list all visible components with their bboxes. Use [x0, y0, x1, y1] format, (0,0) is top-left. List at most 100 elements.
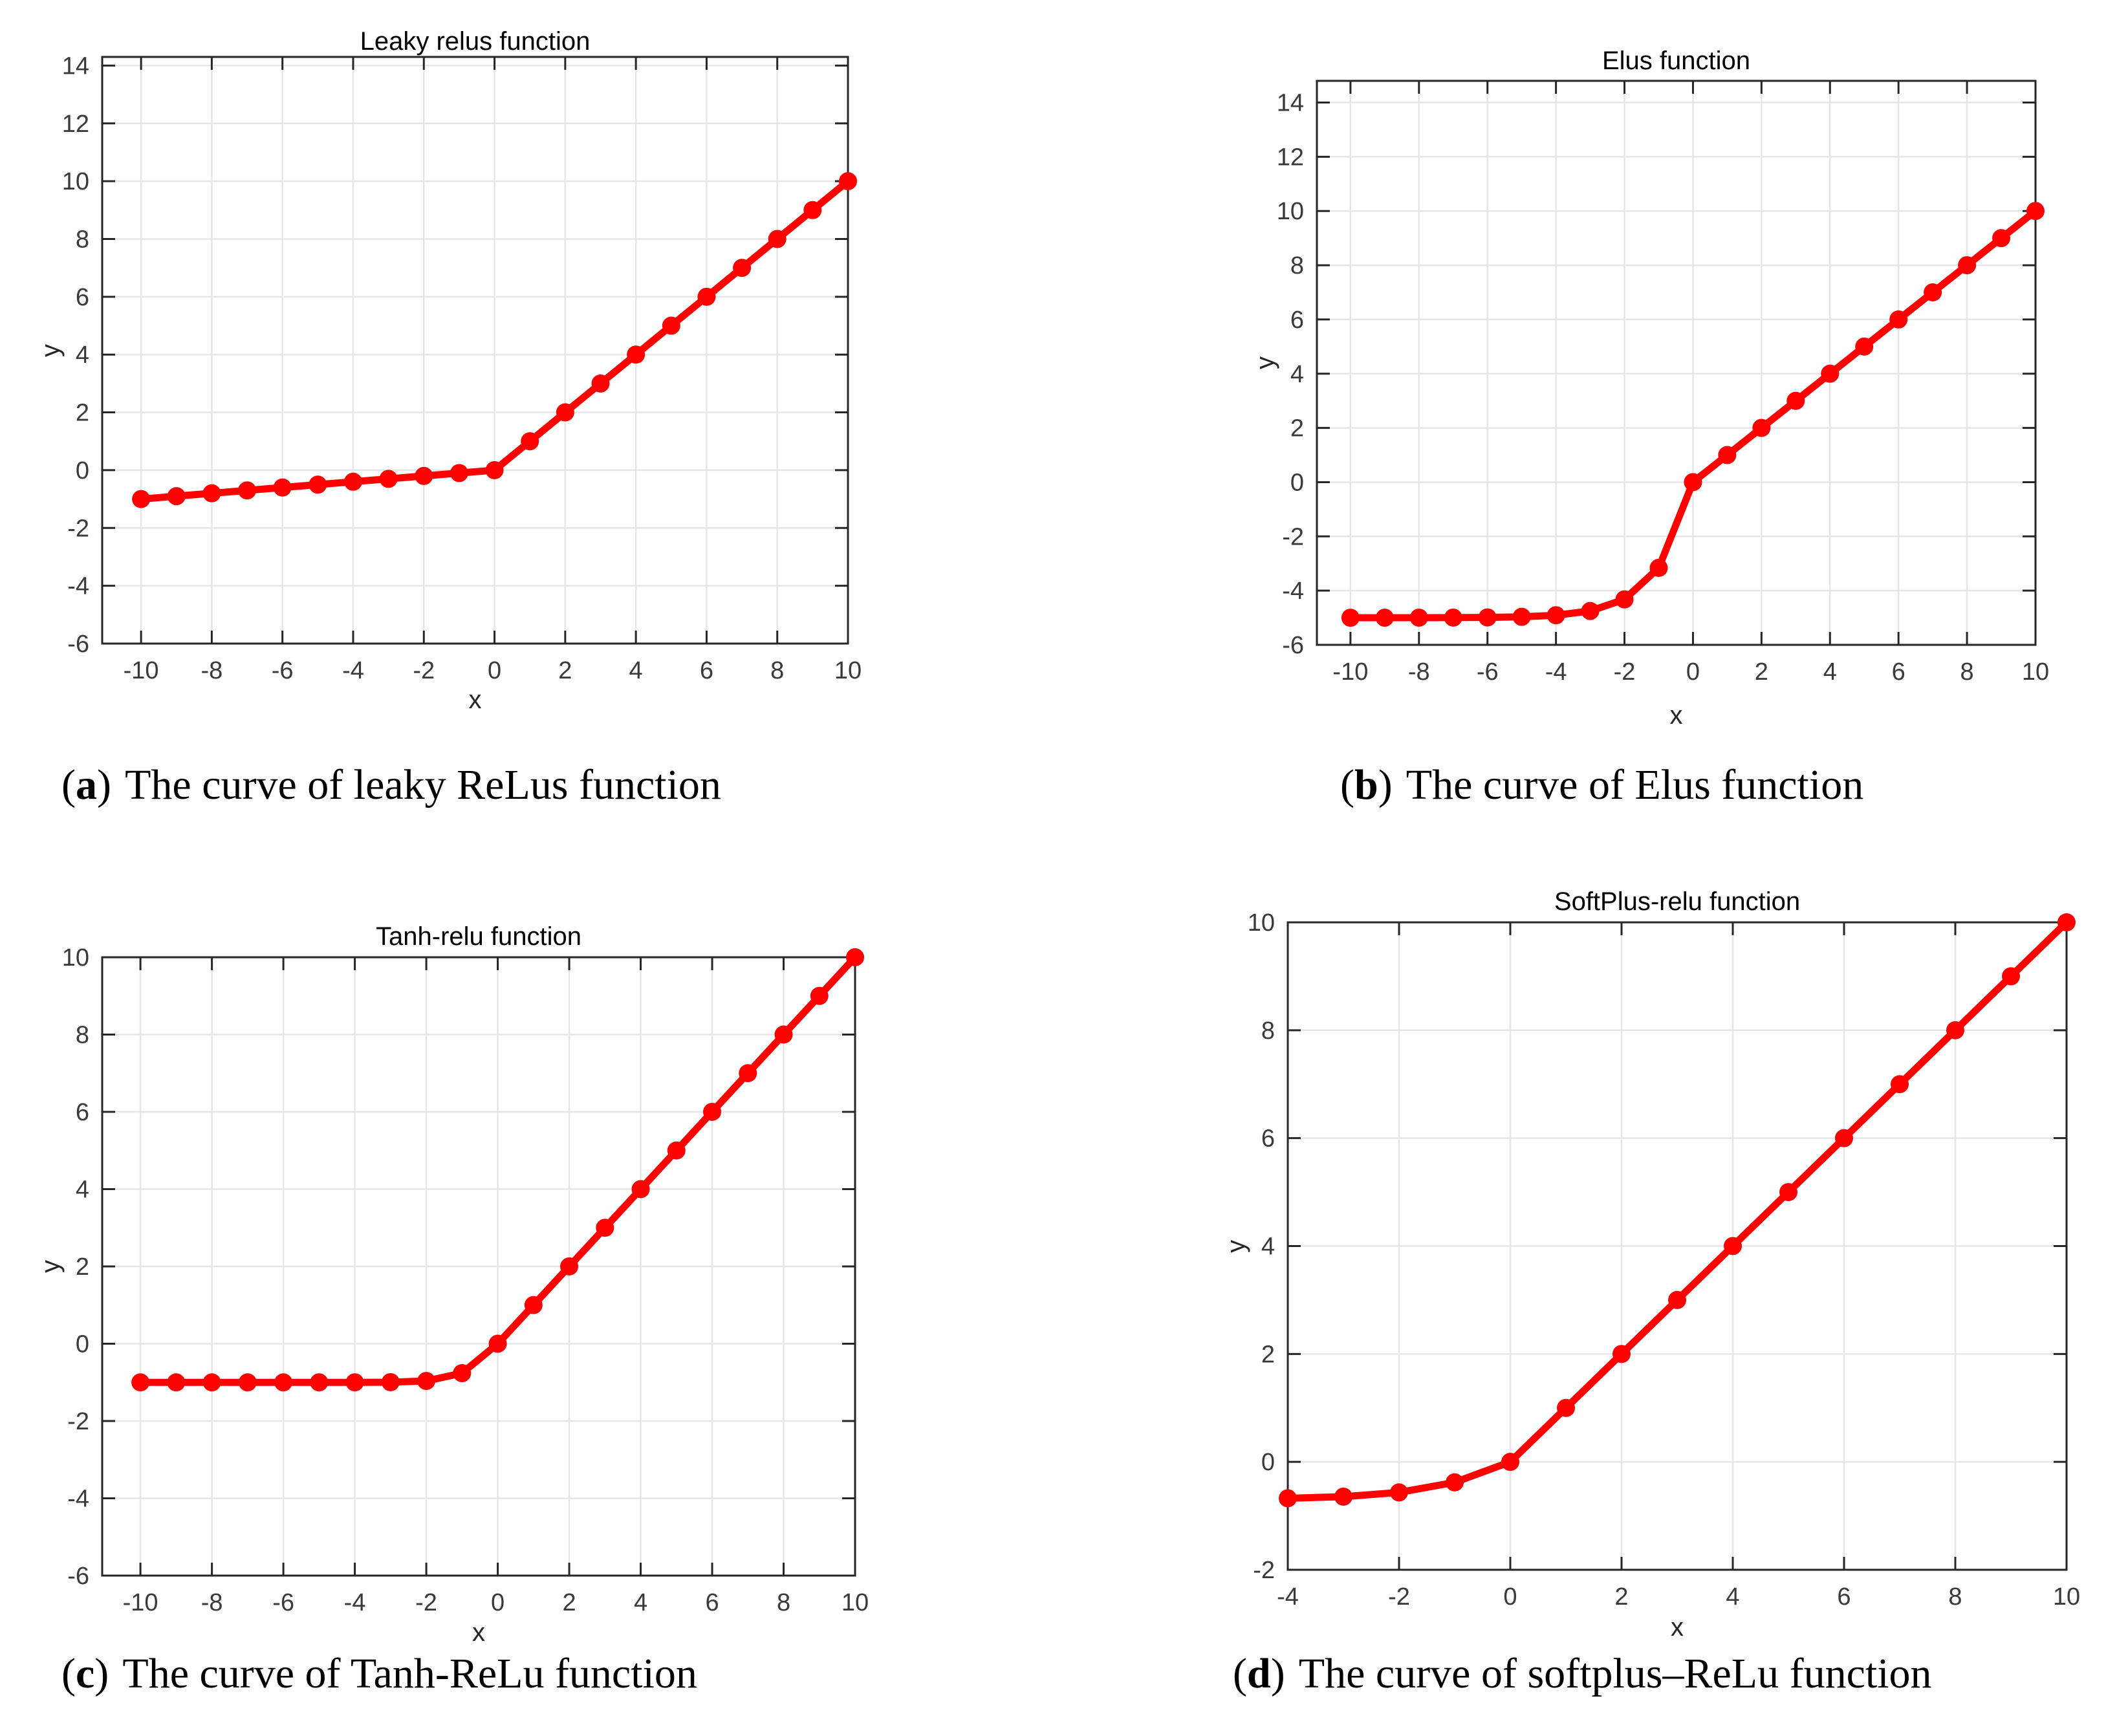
data-point-marker: [488, 1334, 507, 1353]
data-point-marker: [667, 1141, 686, 1160]
data-point-marker: [2026, 202, 2045, 221]
data-point-marker: [1718, 446, 1737, 464]
data-point-marker: [381, 1373, 400, 1391]
x-tick-label: 8: [770, 657, 784, 684]
data-point-marker: [1581, 602, 1600, 620]
x-tick-label: 0: [491, 1589, 505, 1616]
caption-d: (d) The curve of softplus–ReLu function: [1233, 1650, 1932, 1697]
y-tick-label: 14: [1277, 90, 1304, 117]
x-tick-label: 8: [777, 1589, 790, 1616]
x-tick-label: 4: [634, 1589, 647, 1616]
data-point-marker: [1855, 337, 1874, 356]
x-tick-label: 6: [705, 1589, 719, 1616]
caption-a: (a) The curve of leaky ReLus function: [61, 761, 721, 808]
chart-elus-xaxis-label: x: [1669, 701, 1683, 730]
x-tick-label: 2: [558, 657, 572, 684]
y-tick-label: 10: [62, 944, 89, 971]
y-tick-label: 8: [76, 1022, 89, 1049]
caption-d-letter: d: [1246, 1650, 1271, 1697]
data-point-marker: [415, 466, 433, 485]
x-tick-label: 2: [562, 1589, 576, 1616]
chart-softplus-relu-title: SoftPlus-relu function: [1554, 887, 1801, 916]
y-tick-label: 4: [1261, 1233, 1275, 1261]
data-point-marker: [417, 1372, 436, 1391]
data-point-marker: [450, 464, 468, 483]
data-point-marker: [1835, 1129, 1853, 1147]
chart-tanh-relu-xaxis-label: x: [472, 1618, 485, 1647]
x-tick-label: 10: [2053, 1583, 2080, 1611]
x-tick-label: 0: [1503, 1583, 1517, 1611]
data-point-marker: [1557, 1398, 1575, 1417]
data-point-marker: [1786, 391, 1805, 410]
chart-leaky-relus-series: [132, 172, 857, 508]
x-tick-label: 8: [1948, 1583, 1962, 1611]
data-point-marker: [1444, 608, 1462, 627]
y-tick-label: -2: [1253, 1557, 1275, 1584]
data-point-marker: [343, 472, 362, 491]
data-point-marker: [1992, 229, 2011, 248]
y-tick-label: 4: [76, 1177, 89, 1204]
y-tick-label: 0: [1261, 1449, 1275, 1476]
x-tick-label: 2: [1755, 658, 1768, 686]
y-tick-label: -2: [1282, 523, 1304, 550]
x-tick-label: -2: [1388, 1583, 1410, 1611]
data-point-marker: [627, 345, 646, 364]
y-tick-label: 10: [62, 168, 89, 195]
data-point-marker: [1821, 364, 1840, 383]
x-tick-label: 2: [1614, 1583, 1628, 1611]
x-tick-label: 4: [629, 657, 643, 684]
data-point-marker: [238, 481, 257, 500]
x-tick-label: -10: [1332, 658, 1368, 686]
x-tick-label: 0: [488, 657, 501, 684]
x-tick-label: -6: [1477, 658, 1499, 686]
caption-c: (c) The curve of Tanh-ReLu function: [61, 1650, 697, 1697]
data-point-marker: [202, 1373, 221, 1392]
caption-c-text: The curve of Tanh-ReLu function: [122, 1650, 697, 1697]
x-tick-label: 10: [841, 1589, 869, 1616]
data-point-marker: [1649, 558, 1668, 577]
data-point-marker: [1512, 607, 1531, 626]
x-tick-label: 4: [1823, 658, 1837, 686]
data-point-marker: [1615, 590, 1634, 609]
x-tick-label: -4: [1545, 658, 1567, 686]
x-tick-label: -4: [1277, 1583, 1299, 1611]
caption-b-letter: b: [1354, 761, 1378, 808]
x-tick-label: -8: [1408, 658, 1430, 686]
y-tick-label: -4: [67, 573, 89, 600]
data-point-marker: [379, 470, 398, 488]
chart-elus-title: Elus function: [1601, 47, 1751, 75]
caption-d-text: The curve of softplus–ReLu function: [1298, 1650, 1932, 1697]
x-tick-label: -4: [342, 657, 364, 684]
y-tick-label: -6: [67, 631, 89, 658]
data-point-marker: [521, 432, 539, 451]
data-point-marker: [345, 1373, 364, 1392]
chart-softplus-relu-grid: [1286, 921, 2068, 1571]
chart-tanh-relu-series: [131, 948, 864, 1392]
data-point-marker: [273, 478, 292, 497]
y-tick-label: 4: [76, 342, 89, 369]
data-point-marker: [1279, 1489, 1297, 1508]
y-tick-label: -4: [67, 1486, 89, 1513]
data-point-marker: [560, 1257, 579, 1275]
data-point-marker: [202, 484, 221, 503]
x-tick-label: 6: [1837, 1583, 1851, 1611]
chart-tanh-relu-yaxis-label: y: [36, 1260, 65, 1273]
data-point-marker: [132, 490, 151, 508]
x-tick-label: 4: [1726, 1583, 1739, 1611]
data-point-marker: [1958, 256, 1977, 275]
data-point-marker: [703, 1103, 722, 1121]
data-point-marker: [1724, 1237, 1742, 1255]
data-point-marker: [631, 1180, 650, 1199]
data-point-marker: [1889, 310, 1908, 329]
y-tick-label: 6: [76, 284, 89, 311]
x-tick-label: -2: [413, 657, 435, 684]
chart-leaky-relus-grid: [102, 57, 849, 645]
data-point-marker: [803, 201, 822, 219]
data-point-marker: [739, 1064, 757, 1083]
data-point-marker: [1501, 1453, 1519, 1471]
data-point-marker: [1891, 1075, 1909, 1094]
data-point-marker: [846, 948, 864, 966]
